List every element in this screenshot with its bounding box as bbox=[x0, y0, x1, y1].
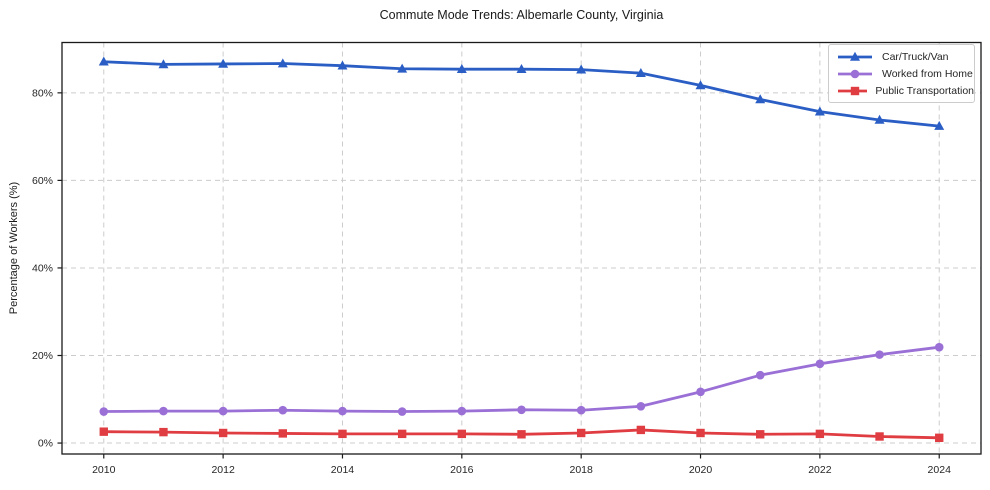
series-public-transportation-marker-square bbox=[159, 427, 168, 437]
series-car-truck-van-marker-triangle bbox=[337, 60, 348, 70]
series-worked-from-home-marker-circle bbox=[457, 406, 467, 416]
series-car-truck-van-marker-triangle bbox=[934, 120, 945, 130]
series-car-truck-van-marker-triangle bbox=[277, 58, 288, 68]
y-tick-label: 60% bbox=[32, 175, 53, 187]
x-tick-label: 2014 bbox=[331, 464, 355, 476]
series-worked-from-home-marker-circle bbox=[696, 387, 705, 397]
series-worked-from-home-marker-circle bbox=[218, 406, 228, 416]
series-car-truck-van-marker-triangle bbox=[98, 56, 109, 66]
series-car-truck-van-marker-triangle bbox=[635, 67, 646, 77]
series-worked-from-home-marker-circle bbox=[517, 405, 526, 415]
series-line-worked-from-home bbox=[102, 345, 941, 413]
series-public-transportation-marker-square bbox=[517, 430, 526, 439]
legend-sample-circle-icon bbox=[838, 69, 872, 78]
series-car-truck-van-marker-triangle bbox=[814, 106, 825, 116]
series-car-truck-van-marker-triangle bbox=[755, 94, 766, 104]
series-public-transportation-marker-square bbox=[756, 430, 765, 439]
series-public-transportation-marker-square bbox=[338, 429, 347, 439]
series-worked-from-home-marker-circle bbox=[934, 342, 944, 352]
series-car-truck-van-marker-triangle bbox=[695, 80, 706, 90]
plot-frame bbox=[61, 41, 982, 455]
x-tick-label: 2016 bbox=[450, 464, 474, 476]
x-tick-label: 2018 bbox=[569, 464, 593, 476]
series-car-truck-van-marker-triangle bbox=[516, 64, 527, 74]
x-tick-label: 2010 bbox=[92, 464, 116, 476]
legend-entry-public-transportation: Public Transportation bbox=[836, 82, 974, 99]
series-public-transportation-marker-square bbox=[636, 425, 646, 435]
series-worked-from-home-marker-circle bbox=[397, 407, 407, 416]
series-car-truck-van-marker-triangle bbox=[456, 64, 467, 74]
y-tick-label: 40% bbox=[32, 262, 53, 274]
series-public-transportation-marker-square bbox=[875, 432, 884, 441]
series-public-transportation-marker-square bbox=[278, 429, 287, 438]
x-tick-label: 2022 bbox=[808, 464, 832, 476]
series-public-transportation-marker-square bbox=[397, 429, 407, 439]
series-public-transportation-marker-square bbox=[696, 428, 705, 438]
y-tick-label: 80% bbox=[32, 87, 53, 99]
y-tick-label: 0% bbox=[38, 438, 53, 450]
series-worked-from-home-marker-circle bbox=[636, 401, 646, 411]
series-public-transportation-marker-square bbox=[815, 429, 825, 439]
legend-label: Car/Truck/Van bbox=[882, 50, 949, 63]
chart-title: Commute Mode Trends: Albemarle County, V… bbox=[379, 8, 664, 22]
y-tick-label: 20% bbox=[32, 350, 53, 362]
legend-sample-square-icon bbox=[838, 86, 868, 95]
series-worked-from-home-marker-circle bbox=[875, 350, 884, 359]
legend-label: Public Transportation bbox=[875, 84, 974, 97]
series-worked-from-home-marker-circle bbox=[278, 405, 288, 415]
series-public-transportation-marker-square bbox=[935, 433, 944, 443]
legend-entry-worked-from-home: Worked from Home bbox=[836, 65, 974, 82]
series-car-truck-van-marker-triangle bbox=[874, 114, 885, 124]
series-car-truck-van-marker-triangle bbox=[158, 59, 169, 69]
series-car-truck-van-marker-triangle bbox=[397, 63, 408, 73]
series-car-truck-van-marker-triangle bbox=[218, 58, 229, 68]
legend: Car/Truck/Van Worked from Home Public Tran… bbox=[828, 44, 975, 103]
legend-sample-triangle-icon bbox=[838, 51, 872, 61]
series-worked-from-home-marker-circle bbox=[815, 359, 825, 369]
series-worked-from-home-marker-circle bbox=[338, 406, 347, 416]
x-tick-label: 2020 bbox=[689, 464, 713, 476]
series-worked-from-home-marker-circle bbox=[755, 370, 765, 380]
series-public-transportation-marker-square bbox=[218, 428, 228, 438]
series-car-truck-van-marker-triangle bbox=[576, 64, 587, 74]
x-tick-label: 2024 bbox=[928, 464, 952, 476]
series-worked-from-home-marker-circle bbox=[159, 406, 168, 416]
legend-label: Worked from Home bbox=[882, 67, 973, 80]
series-worked-from-home-marker-circle bbox=[576, 405, 586, 415]
x-tick-label: 2012 bbox=[211, 464, 235, 476]
series-public-transportation-marker-square bbox=[576, 428, 586, 438]
series-public-transportation-marker-square bbox=[457, 429, 467, 439]
series-worked-from-home-marker-circle bbox=[99, 407, 109, 416]
legend-entry-car-truck-van: Car/Truck/Van bbox=[836, 48, 974, 65]
series-public-transportation-marker-square bbox=[99, 427, 108, 436]
